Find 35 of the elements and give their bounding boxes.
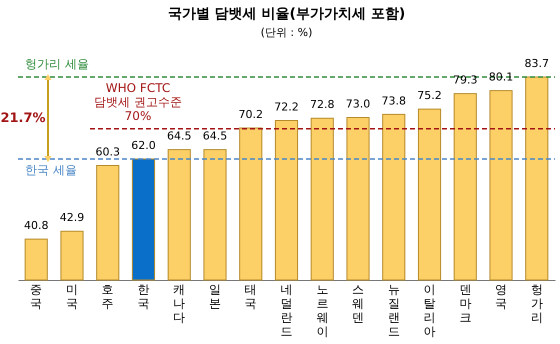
x-tick-label: 중국 — [30, 282, 42, 310]
x-tick-label: 미국 — [66, 282, 78, 310]
x-tick-label: 노르웨이 — [316, 282, 328, 338]
data-label: 79.3 — [453, 74, 478, 87]
x-tick-label: 네덜란드 — [280, 282, 292, 338]
data-label: 72.2 — [274, 100, 299, 114]
ref-line-label: WHO FCTC 담뱃세 권고수준 70% — [94, 80, 182, 123]
data-label: 42.9 — [60, 211, 84, 224]
data-label: 60.3 — [95, 145, 120, 158]
data-label: 70.2 — [238, 108, 263, 122]
x-tick-label: 뉴질랜드 — [388, 282, 400, 338]
data-label: 40.8 — [24, 219, 48, 232]
x-tick-label: 일본 — [208, 282, 221, 310]
data-label: 72.8 — [310, 98, 334, 112]
x-tick-label: 영국 — [495, 282, 508, 310]
x-tick-label: 스웨덴 — [352, 282, 364, 324]
chart-title: 국가별 담뱃세 비율(부가가치세 포함) — [168, 6, 406, 22]
ref-line-label: 헝가리 세율 — [25, 57, 89, 71]
ref-line-label: 한국 세율 — [25, 163, 77, 178]
data-label: 75.2 — [417, 89, 442, 102]
data-label: 73.0 — [346, 97, 370, 110]
data-label: 64.5 — [202, 130, 228, 143]
x-tick-label: 캐나다 — [173, 282, 186, 324]
x-tick-label: 덴마크 — [459, 282, 472, 324]
annotation: 21.7% — [0, 111, 46, 126]
x-tick-label: 이탈리아 — [424, 282, 436, 338]
x-tick-label: 태국 — [244, 282, 257, 310]
x-tick-label: 한국 — [137, 282, 150, 310]
data-label: 73.8 — [382, 94, 406, 108]
chart-subtitle: (단위 : %) — [260, 26, 312, 39]
x-tick-label: 헝가리 — [530, 282, 543, 324]
x-tick-label: 호주 — [102, 282, 114, 310]
data-label: 64.5 — [166, 130, 192, 143]
data-label: 62.0 — [131, 139, 156, 152]
data-label: 83.7 — [524, 57, 550, 70]
